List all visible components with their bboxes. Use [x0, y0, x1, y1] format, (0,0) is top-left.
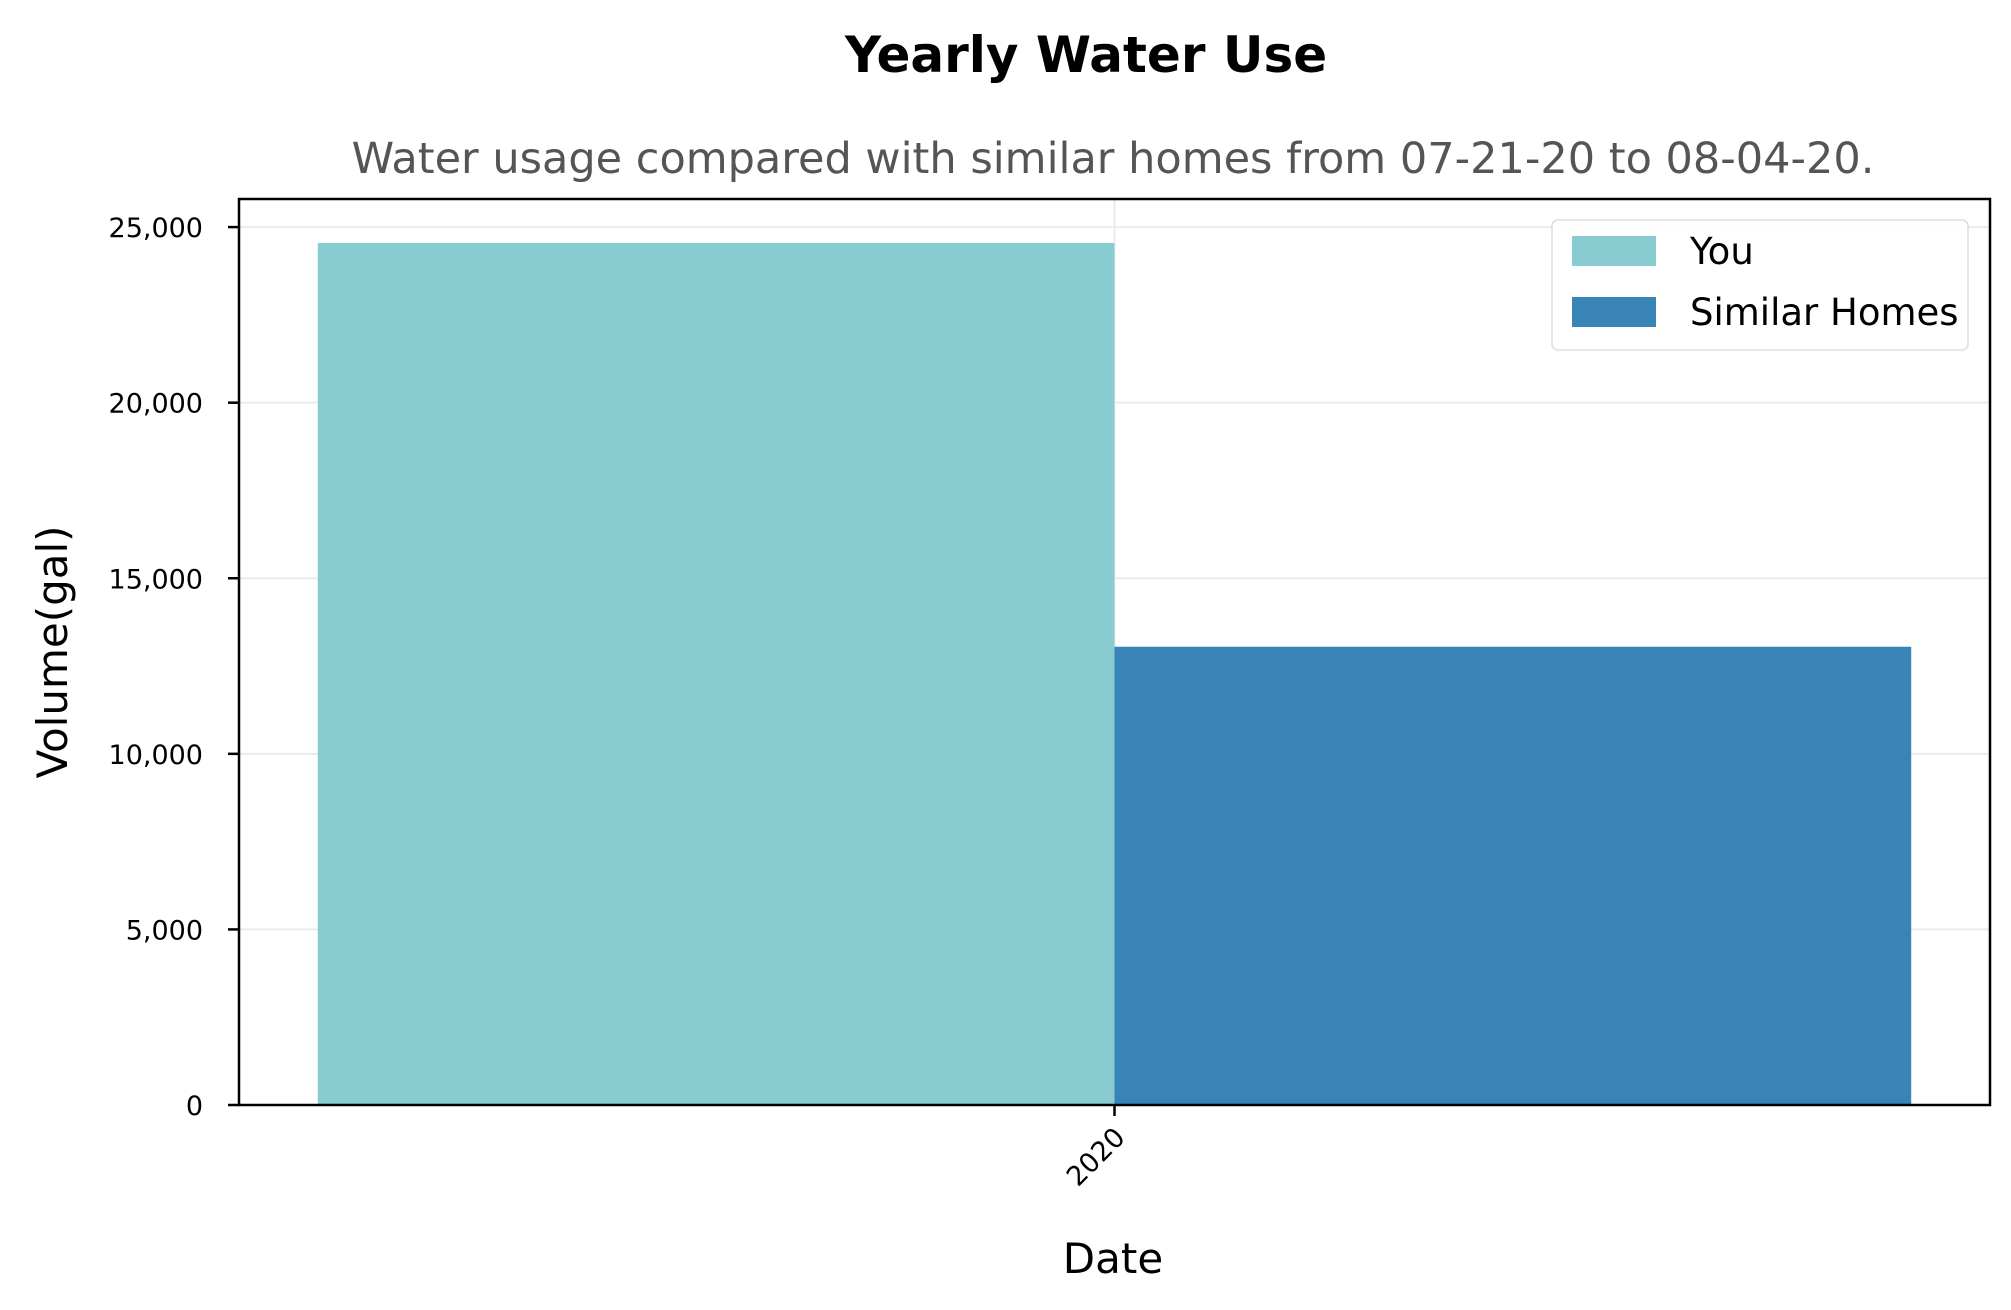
y-tick-label: 5,000: [126, 915, 203, 946]
y-tick-label: 25,000: [109, 213, 203, 244]
y-axis-label: Volume(gal): [28, 525, 77, 778]
y-tick-label: 10,000: [109, 740, 203, 771]
bar-you: [317, 242, 1115, 1105]
y-axis: 0 5,000 10,000 15,000 20,000 25,000: [109, 213, 239, 1122]
legend-swatch: [1572, 236, 1656, 266]
y-tick-label: 15,000: [109, 564, 203, 595]
legend-label: You: [1689, 230, 1754, 273]
y-tick-label: 20,000: [109, 389, 203, 420]
chart-subtitle: Water usage compared with similar homes …: [352, 134, 1875, 184]
x-axis-label: Date: [1063, 1234, 1163, 1283]
chart-title: Yearly Water Use: [844, 26, 1327, 84]
legend-swatch: [1572, 297, 1656, 327]
legend: You Similar Homes: [1551, 219, 1969, 351]
bar-similar-homes: [1114, 646, 1912, 1105]
y-tick-label: 0: [186, 1091, 203, 1122]
bars: [317, 242, 1912, 1105]
legend-label: Similar Homes: [1690, 291, 1959, 334]
